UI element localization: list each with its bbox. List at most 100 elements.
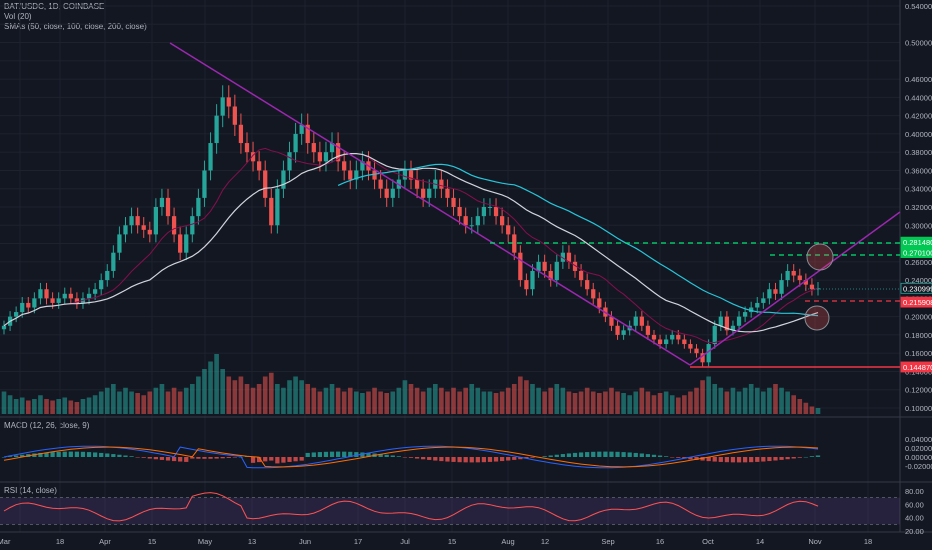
volume-bar <box>505 387 511 414</box>
volume-bar <box>578 391 584 414</box>
macd-histogram-bar <box>123 455 128 457</box>
price-marker-box <box>900 247 932 258</box>
candle-body <box>578 270 584 281</box>
candle-body <box>730 325 736 331</box>
macd-histogram-bar <box>348 451 353 457</box>
rsi-axis-label: 80.00 <box>905 487 924 496</box>
macd-histogram-bar <box>730 457 736 463</box>
time-axis-label: Mar <box>0 537 11 546</box>
time-axis-label: Apr <box>99 537 111 546</box>
volume-bar <box>742 387 748 414</box>
macd-histogram-bar <box>809 456 815 457</box>
macd-histogram-bar <box>80 451 86 457</box>
candle-body <box>281 170 286 189</box>
candle-body <box>572 261 578 271</box>
rsi-axis-label: 20.00 <box>905 527 924 536</box>
candle-body <box>633 316 638 326</box>
macd-histogram-bar <box>481 457 487 463</box>
volume-bar <box>335 387 341 414</box>
price-marker-label: 0.144870 <box>903 363 932 372</box>
volume-bar <box>68 400 74 414</box>
macd-histogram-bar <box>621 452 626 457</box>
volume-bar <box>220 369 225 414</box>
candle-body <box>706 344 711 363</box>
macd-histogram-bar <box>408 457 414 458</box>
macd-histogram-bar <box>445 457 450 462</box>
candlesticks <box>1 85 821 367</box>
volume-bar <box>329 384 335 414</box>
candle-body <box>585 280 590 290</box>
sma-legend[interactable]: SMAs (50, close, 100, close, 200, close) <box>4 22 147 31</box>
volume-bar <box>688 391 693 414</box>
volume-bar <box>609 387 614 414</box>
volume-bar <box>530 384 535 414</box>
highlight-circles[interactable] <box>804 243 834 331</box>
macd-histogram-bar <box>390 455 395 457</box>
candle-body <box>105 270 110 281</box>
candle-body <box>232 106 237 125</box>
volume-bar <box>420 391 426 414</box>
volume-bar <box>104 387 110 414</box>
price-markers: 0.281480 0.270100 0.230999 0.215908 0.144870 <box>900 236 932 373</box>
candle-body <box>682 339 687 345</box>
volume-bar <box>238 376 244 414</box>
volume-bar <box>748 384 754 414</box>
macd-histogram-bar <box>263 457 268 462</box>
candle-body <box>208 143 213 171</box>
macd-histogram-bar <box>20 454 25 457</box>
volume-bar <box>13 399 19 414</box>
volume-bar <box>457 391 462 414</box>
macd-legend[interactable]: MACD (12, 26, close, 9) <box>4 421 90 430</box>
volume-bar <box>183 387 189 414</box>
macd-histogram-bar <box>68 451 73 457</box>
time-axis[interactable]: Mar 18 Apr 15 May 13 Jun 17 Jul 15 Aug 12 Sep 16 Oct 14… <box>0 537 872 546</box>
macd-histogram-bar <box>232 457 237 458</box>
candle-body <box>427 188 432 198</box>
volume-bar <box>208 361 213 414</box>
volume-bars <box>1 354 821 414</box>
macd-histogram-bar <box>299 457 304 461</box>
volume-bar <box>323 387 329 414</box>
volume-bar <box>469 384 475 414</box>
time-axis-label: 15 <box>148 537 156 546</box>
macd-histogram-bar <box>712 457 717 462</box>
macd-histogram-bar <box>761 457 766 462</box>
time-axis-label: Sep <box>601 537 614 546</box>
candle-body <box>384 188 389 198</box>
macd-histogram-bar <box>293 457 298 462</box>
volume-bar <box>621 393 626 414</box>
candle-body <box>257 161 262 171</box>
highlight-circle-top <box>806 243 834 271</box>
volume-legend[interactable]: Vol (20) <box>4 12 32 21</box>
volume-bar <box>603 391 608 414</box>
volume-bar <box>214 354 219 414</box>
rsi-axis[interactable]: 80.00 60.00 40.00 20.00 <box>905 487 924 536</box>
candle-body <box>335 143 341 162</box>
price-marker-box <box>900 282 932 294</box>
volume-bar <box>390 391 396 414</box>
candle-body <box>536 261 541 271</box>
volume-bar <box>341 391 347 414</box>
rsi-pane <box>0 492 900 525</box>
time-axis-label: 16 <box>656 537 664 546</box>
volume-bar <box>141 395 147 414</box>
trendlines[interactable] <box>169 42 901 366</box>
macd-histogram-bar <box>694 457 699 460</box>
macd-histogram-bar <box>657 455 663 457</box>
rsi-legend[interactable]: RSI (14, close) <box>4 486 57 495</box>
volume-bar <box>165 391 171 414</box>
volume-bar <box>548 387 554 414</box>
volume-bar <box>584 387 590 414</box>
price-levels[interactable] <box>490 242 900 368</box>
candle-body <box>487 207 493 208</box>
macd-histogram-bar <box>384 454 389 457</box>
macd-histogram-bar <box>202 457 207 459</box>
candle-body <box>524 280 529 290</box>
volume-bar <box>232 380 238 414</box>
